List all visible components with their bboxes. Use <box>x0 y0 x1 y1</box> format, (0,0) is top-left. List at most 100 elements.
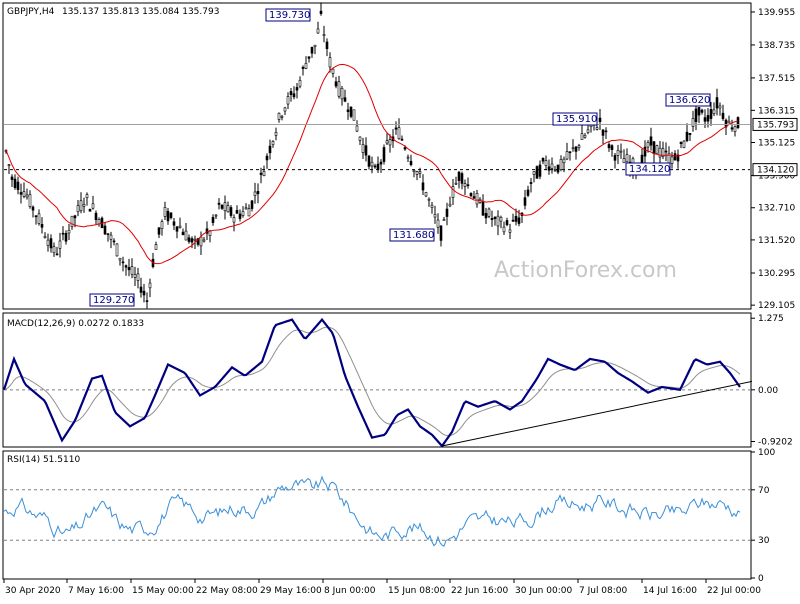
price-y-tick-label: 129.105 <box>758 301 795 311</box>
macd-y-tick-label: 1.275 <box>758 314 784 324</box>
candle-body <box>460 173 464 184</box>
candle-body <box>37 213 41 224</box>
candle-body <box>712 109 716 114</box>
peak-label: 135.910 <box>556 114 597 125</box>
candle-body <box>10 176 14 180</box>
candle-body <box>493 216 497 219</box>
x-tick-label: 14 Jul 16:00 <box>643 586 697 596</box>
candle-body <box>178 225 182 228</box>
candle-body <box>265 155 269 161</box>
candle-body <box>124 265 128 268</box>
candle-body <box>352 109 356 121</box>
candle-body <box>307 56 311 59</box>
candle-body <box>205 228 209 234</box>
candle-body <box>277 112 281 120</box>
macd-y-tick-label: -0.9202 <box>758 438 793 448</box>
rsi-line <box>3 475 741 547</box>
candle-body <box>325 41 329 49</box>
candle-body <box>418 171 422 174</box>
candle-body <box>67 230 71 234</box>
candle-body <box>166 210 170 222</box>
peak-label: 139.730 <box>269 10 310 21</box>
candle-body <box>727 120 731 124</box>
candle-body <box>547 166 551 171</box>
candle-body <box>322 34 326 36</box>
candle-body <box>235 210 239 214</box>
price-y-tick-label: 131.520 <box>758 236 795 246</box>
candle-body <box>658 147 662 158</box>
candle-body <box>364 145 368 156</box>
candle-body <box>550 163 554 169</box>
candle-body <box>136 273 140 281</box>
candle-body <box>31 206 35 211</box>
candle-body <box>382 147 386 162</box>
candle-body <box>403 147 407 150</box>
candle-body <box>703 117 707 122</box>
candle-body <box>664 150 668 153</box>
candle-body <box>562 158 566 164</box>
candle-body <box>622 158 626 164</box>
x-tick-label: 7 May 16:00 <box>68 586 124 596</box>
candle-body <box>535 166 539 179</box>
candle-body <box>190 238 194 243</box>
candle-body <box>436 219 440 228</box>
candle-body <box>361 144 365 153</box>
candle-body <box>469 193 473 197</box>
candle-body <box>367 155 371 167</box>
candle-body <box>556 164 560 173</box>
x-tick-label: 30 Apr 2020 <box>5 586 61 596</box>
x-tick-label: 15 May 00:00 <box>132 586 194 596</box>
candle-body <box>499 217 503 222</box>
candle-body <box>349 106 353 117</box>
candle-body <box>652 141 656 155</box>
candle-body <box>337 81 341 97</box>
candle-body <box>79 200 83 212</box>
candle-body <box>103 225 107 235</box>
candle-body <box>706 115 710 122</box>
candle-body <box>88 209 92 212</box>
candle-body <box>451 186 455 198</box>
candle-body <box>676 154 680 162</box>
peak-label: 136.620 <box>669 95 710 106</box>
candle-body <box>22 191 26 197</box>
candle-body <box>700 109 704 113</box>
candle-body <box>64 233 68 242</box>
candle-body <box>532 171 536 175</box>
candle-body <box>268 145 272 154</box>
candle-body <box>70 215 74 227</box>
candle-body <box>385 140 389 144</box>
candle-body <box>334 81 338 87</box>
candle-body <box>400 138 404 141</box>
x-tick-label: 7 Jul 08:00 <box>579 586 628 596</box>
candle-body <box>505 220 509 226</box>
x-tick-label: 29 May 16:00 <box>260 586 322 596</box>
x-tick-label: 15 Jun 08:00 <box>388 586 445 596</box>
candle-body <box>736 117 740 128</box>
candle-body <box>730 127 734 130</box>
candle-body <box>133 274 137 278</box>
candle-body <box>484 213 488 219</box>
macd-y-tick-label: 0.00 <box>758 386 778 396</box>
candle-body <box>694 108 698 123</box>
candle-body <box>229 207 233 216</box>
x-tick-label: 22 Jun 16:00 <box>451 586 508 596</box>
candle-body <box>490 217 494 220</box>
candle-body <box>319 10 323 14</box>
candle-body <box>517 217 521 224</box>
candle-body <box>649 136 653 146</box>
candle-body <box>373 165 377 168</box>
candle-body <box>487 208 491 217</box>
rsi-y-tick-label: 0 <box>758 574 764 584</box>
candle-body <box>580 133 584 140</box>
rsi-panel-title: RSI(14) 51.5110 <box>7 455 80 465</box>
candle-body <box>112 240 116 243</box>
candle-body <box>160 221 164 229</box>
candle-body <box>301 66 305 69</box>
candle-body <box>283 107 287 112</box>
candle-body <box>34 215 38 218</box>
moving-average-line <box>5 63 739 265</box>
candle-body <box>394 127 398 130</box>
candle-body <box>430 204 434 208</box>
candle-body <box>442 219 446 221</box>
